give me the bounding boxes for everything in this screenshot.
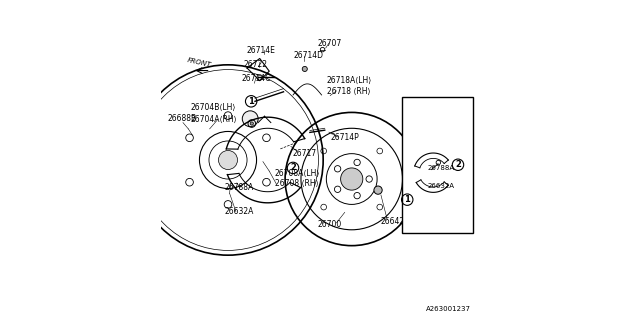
Circle shape <box>302 67 307 71</box>
Text: 26788A: 26788A <box>428 165 455 171</box>
Text: 26717: 26717 <box>292 148 316 157</box>
Text: 26688B: 26688B <box>168 114 197 123</box>
Text: 26632A: 26632A <box>224 207 253 216</box>
Text: 26722: 26722 <box>244 60 268 69</box>
Text: 26714C: 26714C <box>241 74 271 83</box>
Text: 26632A: 26632A <box>428 183 455 189</box>
Text: A263001237: A263001237 <box>426 306 470 312</box>
Text: FRONT: FRONT <box>186 57 211 68</box>
Text: 26714P: 26714P <box>330 133 359 142</box>
Text: 26718 ⟨RH⟩: 26718 ⟨RH⟩ <box>327 87 371 96</box>
Text: 26714D: 26714D <box>294 52 324 60</box>
Text: 26642: 26642 <box>381 217 405 226</box>
Bar <box>402 97 473 233</box>
Text: 26707: 26707 <box>317 39 342 48</box>
Circle shape <box>250 122 253 125</box>
Text: 26704B⟨LH⟩: 26704B⟨LH⟩ <box>191 103 236 112</box>
Text: 26694: 26694 <box>422 206 446 215</box>
Text: 26718A⟨LH⟩: 26718A⟨LH⟩ <box>327 76 372 84</box>
Text: 26704A⟨RH⟩: 26704A⟨RH⟩ <box>191 115 237 124</box>
Text: 26708 ⟨RH⟩: 26708 ⟨RH⟩ <box>275 179 319 188</box>
Text: 1: 1 <box>404 195 410 204</box>
Text: 26788A: 26788A <box>224 183 253 192</box>
Text: 26708A⟨LH⟩: 26708A⟨LH⟩ <box>275 169 321 178</box>
Text: 2: 2 <box>455 160 461 169</box>
Text: 26714E: 26714E <box>246 46 275 55</box>
Circle shape <box>243 111 258 127</box>
Circle shape <box>374 186 382 194</box>
Text: 26700: 26700 <box>317 220 342 229</box>
Circle shape <box>218 150 237 170</box>
Text: 1: 1 <box>248 97 254 106</box>
Circle shape <box>340 168 363 190</box>
Text: 2: 2 <box>290 164 296 172</box>
